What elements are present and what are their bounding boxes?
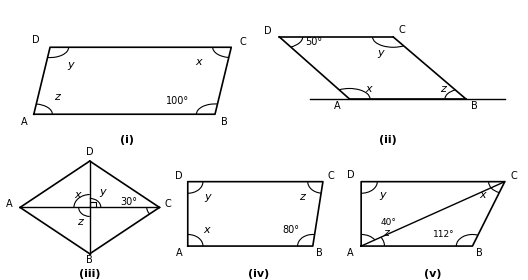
Text: A: A (21, 116, 28, 127)
Text: y: y (99, 186, 106, 197)
Text: A: A (6, 199, 12, 209)
Text: D: D (346, 170, 354, 180)
Text: z: z (383, 228, 389, 238)
Text: A: A (176, 248, 183, 258)
Text: D: D (175, 171, 183, 181)
Text: z: z (77, 218, 83, 227)
Text: C: C (240, 37, 246, 47)
Text: 112°: 112° (433, 230, 455, 239)
Text: y: y (378, 48, 384, 58)
Text: A: A (347, 248, 354, 258)
Text: (ii): (ii) (379, 135, 397, 144)
Text: (v): (v) (424, 269, 442, 279)
Text: D: D (32, 35, 40, 45)
Text: C: C (328, 171, 335, 181)
Text: C: C (511, 171, 517, 181)
Text: y: y (205, 192, 211, 202)
Text: x: x (74, 190, 81, 200)
Text: 80°: 80° (282, 225, 299, 235)
Text: A: A (334, 101, 341, 111)
Text: D: D (264, 26, 271, 36)
Text: C: C (399, 25, 405, 35)
Text: B: B (316, 248, 323, 258)
Text: x: x (195, 57, 202, 67)
Text: x: x (365, 84, 371, 94)
Text: B: B (471, 101, 478, 111)
Text: x: x (479, 190, 486, 200)
Text: B: B (221, 116, 228, 127)
Text: z: z (54, 92, 60, 102)
Text: (iii): (iii) (79, 269, 100, 279)
Text: 30°: 30° (120, 197, 137, 207)
Text: 100°: 100° (166, 96, 190, 106)
Text: (i): (i) (120, 135, 134, 144)
Text: (iv): (iv) (248, 269, 269, 279)
Text: D: D (86, 147, 93, 157)
Text: B: B (476, 248, 483, 258)
Text: z: z (440, 84, 446, 94)
Text: z: z (299, 192, 305, 202)
Text: y: y (379, 190, 386, 200)
Text: 40°: 40° (381, 218, 397, 227)
Text: C: C (164, 199, 171, 209)
Text: x: x (203, 225, 210, 235)
Text: 50°: 50° (305, 37, 323, 47)
Text: y: y (68, 60, 74, 70)
Text: B: B (87, 255, 93, 265)
